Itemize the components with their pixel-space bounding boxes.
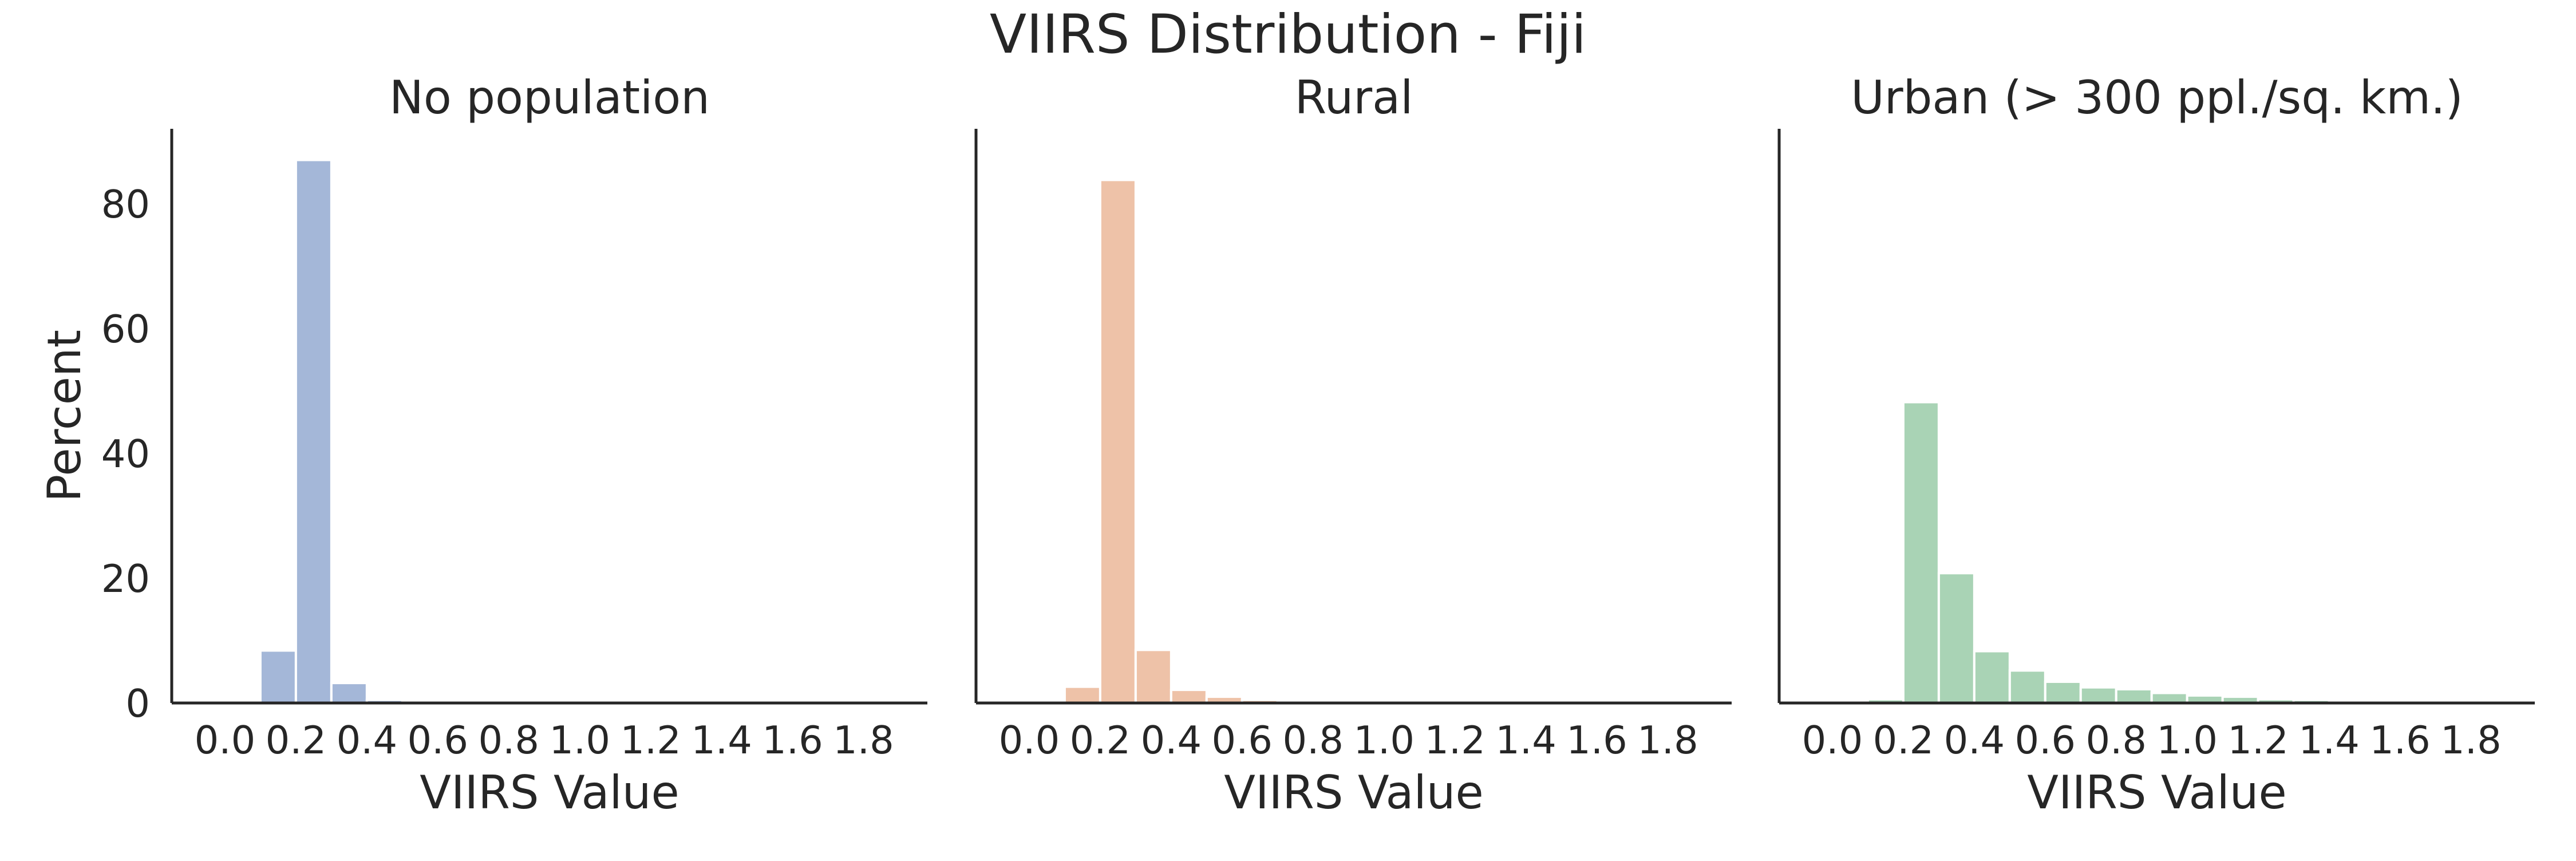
x-tick-label: 0.4 [337, 718, 398, 763]
x-tick-label: 0.8 [1282, 718, 1344, 763]
histogram-bar [2044, 680, 2082, 705]
figure-title: VIIRS Distribution - Fiji [990, 3, 1586, 66]
x-tick-label: 1.4 [2298, 718, 2360, 763]
panel-title: Urban (> 300 ppl./sq. km.) [1851, 71, 2463, 124]
histogram-bar [2008, 669, 2046, 705]
x-tick-label: 1.6 [2369, 718, 2431, 763]
x-tick-label: 1.2 [1424, 718, 1485, 763]
histogram-bar [1937, 572, 1976, 705]
histogram-bar [1134, 649, 1172, 705]
x-tick-label: 1.4 [691, 718, 752, 763]
y-tick-label: 60 [101, 307, 150, 351]
x-tick-label: 1.2 [2227, 718, 2289, 763]
histogram-bar [1063, 685, 1101, 704]
x-tick-label: 0.0 [1802, 718, 1863, 763]
x-tick-label: 0.6 [2015, 718, 2076, 763]
x-axis-label: VIIRS Value [420, 766, 679, 819]
histogram-bar [1902, 401, 1940, 704]
panel-2: 0.0 0.2 0.4 0.6 0.8 1.0 1.2 1.4 1.6 1.8 Rural VIIRS… [974, 71, 1732, 819]
x-tick-label: 0.0 [999, 718, 1060, 763]
y-tick-label: 20 [101, 556, 150, 601]
x-tick-label: 0.4 [1944, 718, 2005, 763]
x-tick-label: 1.4 [1495, 718, 1556, 763]
x-tick-label: 1.2 [620, 718, 681, 763]
x-tick-label: 0.2 [1070, 718, 1131, 763]
x-tick-label: 0.8 [2085, 718, 2147, 763]
y-tick-label: 80 [101, 182, 150, 227]
panel-title: Rural [1295, 71, 1413, 124]
panels: 0.0 0.2 0.4 0.6 0.8 1.0 1.2 1.4 1.6 1.8020406080N… [38, 71, 2535, 819]
x-tick-label: 0.6 [408, 718, 469, 763]
x-axis-label: VIIRS Value [2027, 766, 2286, 819]
x-tick-label: 1.0 [2156, 718, 2218, 763]
x-tick-label: 1.0 [549, 718, 610, 763]
y-tick-label: 0 [125, 681, 150, 726]
histogram-bar [1973, 650, 2011, 705]
x-tick-label: 0.2 [266, 718, 327, 763]
x-tick-label: 1.8 [833, 718, 894, 763]
y-axis-label: Percent [38, 330, 91, 502]
x-axis-label: VIIRS Value [1224, 766, 1483, 819]
y-tick-label: 40 [101, 432, 150, 476]
x-tick-label: 1.6 [762, 718, 823, 763]
x-tick-label: 1.8 [2440, 718, 2502, 763]
histogram-bar [2079, 686, 2117, 704]
x-tick-label: 0.8 [478, 718, 539, 763]
histogram-bar [2150, 692, 2188, 704]
x-tick-label: 0.2 [1873, 718, 1934, 763]
histogram-bar [1099, 179, 1137, 704]
panel-title: No population [389, 71, 710, 124]
x-tick-label: 0.0 [195, 718, 256, 763]
x-tick-label: 1.8 [1637, 718, 1698, 763]
x-tick-label: 1.6 [1566, 718, 1627, 763]
histogram-bar [259, 649, 297, 705]
histogram-bar [330, 682, 368, 704]
histogram-bar [2115, 688, 2153, 705]
panel-3: 0.0 0.2 0.4 0.6 0.8 1.0 1.2 1.4 1.6 1.8 Urban (> 3… [1777, 71, 2535, 819]
panel-1: 0.0 0.2 0.4 0.6 0.8 1.0 1.2 1.4 1.6 1.8 0 20 40 60 80 N… [38, 71, 927, 819]
histogram-bar [294, 159, 333, 704]
histogram-bar [1170, 689, 1208, 705]
x-tick-label: 0.4 [1141, 718, 1202, 763]
x-tick-label: 0.6 [1212, 718, 1273, 763]
x-tick-label: 1.0 [1353, 718, 1415, 763]
